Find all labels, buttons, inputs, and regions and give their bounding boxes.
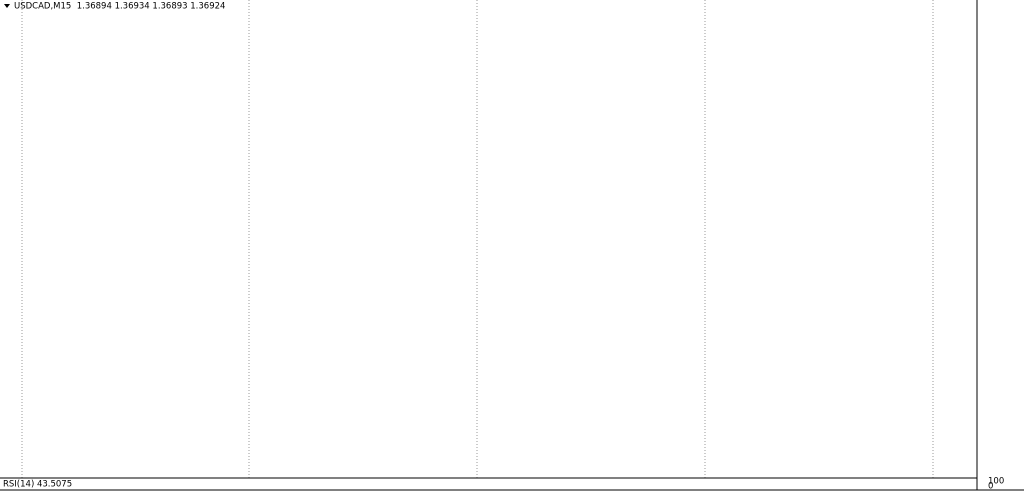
menu-icon[interactable] bbox=[4, 4, 10, 8]
chart-title: USDCAD,M15 1.36894 1.36934 1.36893 1.369… bbox=[14, 2, 225, 12]
indicator-label: RSI(14) 43.5075 bbox=[3, 480, 72, 490]
indicator-scale: 100 bbox=[988, 477, 1004, 487]
indicator-scale: 0 bbox=[988, 482, 993, 492]
